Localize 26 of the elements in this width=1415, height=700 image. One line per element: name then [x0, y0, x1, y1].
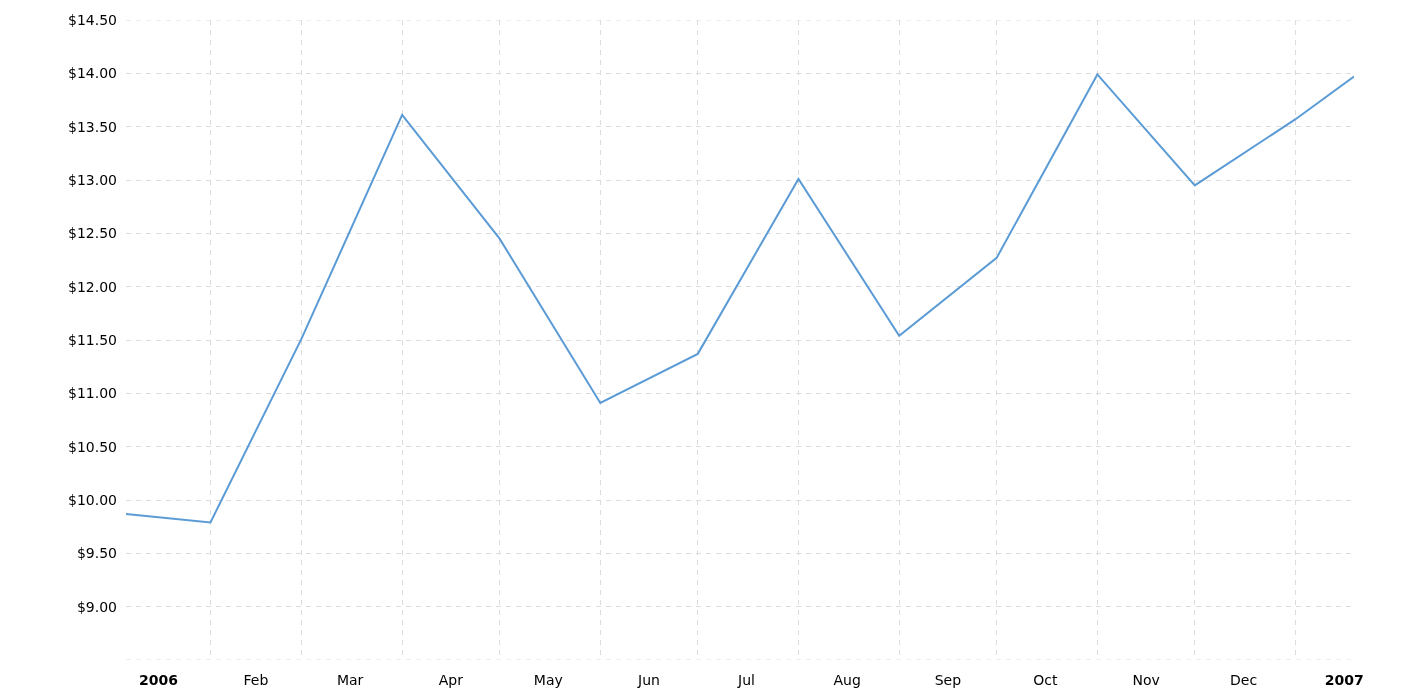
x-tick-label: May — [533, 672, 563, 688]
x-tick-label: Oct — [1033, 672, 1058, 688]
x-tick-label: 2007 — [1324, 672, 1364, 688]
x-tick-label: Apr — [438, 672, 464, 688]
x-tick-label: Mar — [336, 672, 364, 688]
y-tick-label: $13.00 — [68, 171, 117, 188]
y-tick-label: $14.50 — [68, 11, 117, 28]
y-tick-label: $11.00 — [68, 385, 117, 402]
x-tick-label: 2006 — [139, 672, 178, 688]
y-tick-label: $12.00 — [68, 278, 117, 295]
x-tick-label: Jun — [637, 672, 660, 688]
x-tick-label: Aug — [833, 672, 861, 688]
y-tick-label: $12.50 — [68, 225, 117, 242]
y-tick-label: $10.00 — [68, 491, 117, 508]
y-tick-label: $11.50 — [68, 331, 117, 348]
line-series — [126, 73, 1354, 524]
x-tick-label: Sep — [934, 672, 962, 688]
x-tick-label: Jul — [737, 672, 755, 688]
x-tick-label: Dec — [1229, 672, 1258, 688]
y-tick-label: $9.50 — [76, 545, 117, 562]
x-tick-label: Feb — [243, 672, 269, 688]
y-tick-label: $9.00 — [76, 598, 117, 615]
y-tick-label: $13.50 — [68, 118, 117, 135]
y-tick-label: $14.00 — [68, 65, 117, 82]
y-tick-label: $10.50 — [68, 438, 117, 455]
x-tick-label: Nov — [1132, 672, 1160, 688]
